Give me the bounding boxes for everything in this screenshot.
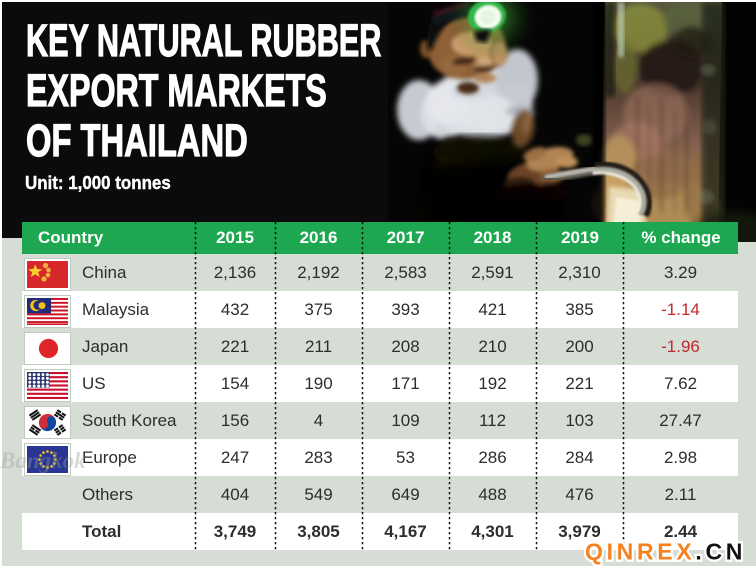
svg-text:QINREX.CN: QINREX.CN [585,539,746,565]
